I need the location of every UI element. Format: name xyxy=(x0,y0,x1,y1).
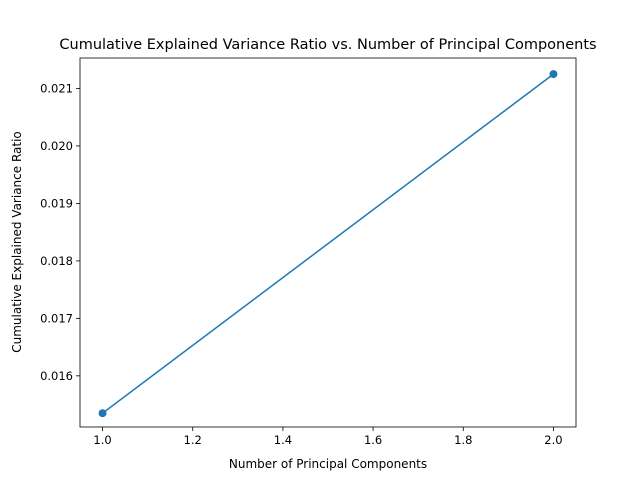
y-tick-label: 0.021 xyxy=(40,81,73,95)
y-tick-label: 0.020 xyxy=(40,139,73,153)
x-tick-label: 1.2 xyxy=(184,433,202,447)
y-tick-label: 0.018 xyxy=(40,254,73,268)
x-tick-label: 1.4 xyxy=(274,433,292,447)
x-tick-label: 1.0 xyxy=(93,433,111,447)
x-tick-label: 1.6 xyxy=(364,433,382,447)
y-tick-label: 0.019 xyxy=(40,196,73,210)
axis-ticks: 1.0 1.2 1.4 1.6 1.8 2.0 0.016 0.017 0.018 0.019 0.… xyxy=(40,81,563,447)
x-tick-label: 2.0 xyxy=(544,433,562,447)
plot-area xyxy=(79,57,577,428)
chart-title: Cumulative Explained Variance Ratio vs. … xyxy=(59,37,596,53)
x-axis-label: Number of Principal Components xyxy=(229,457,427,471)
x-tick-label: 1.8 xyxy=(454,433,472,447)
data-point xyxy=(98,409,107,418)
axes-frame xyxy=(79,57,577,428)
series-line xyxy=(102,73,554,414)
y-tick-label: 0.016 xyxy=(40,369,73,383)
y-tick-label: 0.017 xyxy=(40,311,73,325)
data-point xyxy=(549,70,558,79)
y-axis-label: Cumulative Explained Variance Ratio xyxy=(10,131,24,353)
